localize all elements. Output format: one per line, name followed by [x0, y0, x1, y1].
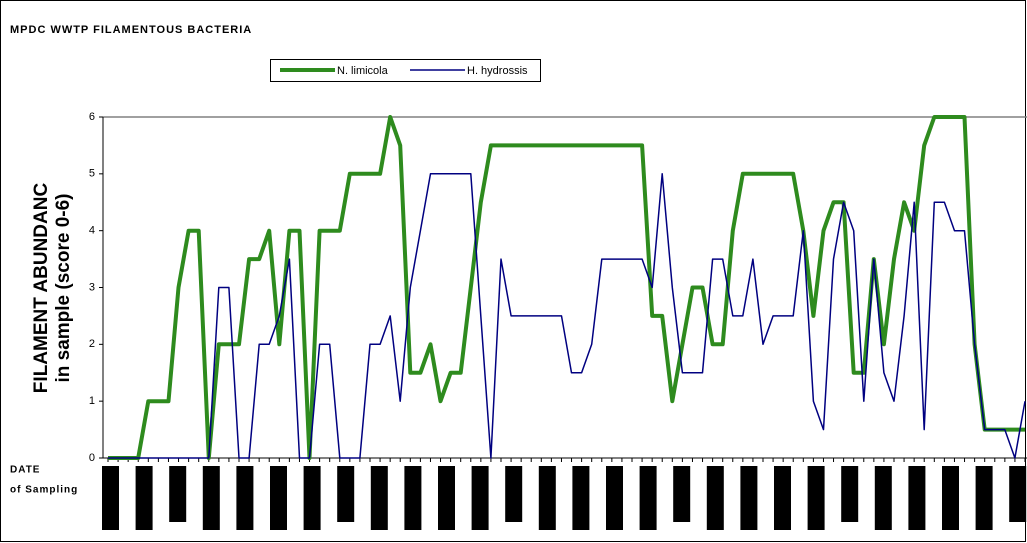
y-tick-label: 0	[89, 452, 95, 464]
redacted-label	[236, 466, 254, 530]
y-tick-label: 3	[89, 281, 95, 293]
series-line	[108, 173, 1026, 459]
redacted-label	[370, 466, 388, 530]
redacted-label	[303, 466, 321, 530]
y-tick-label: 5	[89, 168, 95, 180]
y-label-line: FILAMENT ABUNDANC	[31, 183, 52, 394]
redacted-label	[975, 466, 993, 530]
redacted-label	[673, 466, 691, 522]
y-tick-label: 4	[89, 225, 95, 237]
redacted-label	[337, 466, 355, 522]
redacted-label	[606, 466, 623, 530]
redacted-label	[169, 466, 187, 522]
legend	[270, 59, 541, 82]
redacted-label	[471, 466, 489, 530]
redacted-label	[639, 466, 657, 530]
redacted-label	[841, 466, 859, 522]
y-tick-label: 2	[89, 338, 95, 350]
legend-label: H. hydrossis	[467, 65, 528, 77]
redacted-label	[774, 466, 791, 530]
redacted-label	[572, 466, 590, 530]
redacted-label	[706, 466, 724, 530]
redacted-label	[538, 466, 556, 530]
x-label-line: DATE	[10, 465, 40, 476]
chart-title: MPDC WWTP FILAMENTOUS BACTERIA	[10, 24, 252, 36]
redacted-label	[135, 466, 153, 530]
redacted-label	[942, 466, 959, 530]
x-label-line: of Sampling	[10, 485, 78, 496]
redacted-label	[404, 466, 422, 530]
y-label-line: in sample (score 0-6)	[53, 193, 74, 382]
redacted-label	[202, 466, 220, 530]
redacted-label	[908, 466, 926, 530]
y-axis-label: FILAMENT ABUNDANC in sample (score 0-6)	[31, 183, 74, 394]
redacted-label	[740, 466, 758, 530]
redacted-label	[874, 466, 892, 530]
legend-label: N. limicola	[337, 65, 389, 77]
redacted-label	[438, 466, 455, 530]
redacted-label	[270, 466, 287, 530]
y-tick-label: 1	[89, 395, 95, 407]
redacted-label	[505, 466, 523, 522]
y-tick-label: 6	[89, 111, 95, 123]
redacted-label	[807, 466, 825, 530]
redacted-label	[1009, 466, 1027, 522]
redacted-label	[102, 466, 119, 530]
